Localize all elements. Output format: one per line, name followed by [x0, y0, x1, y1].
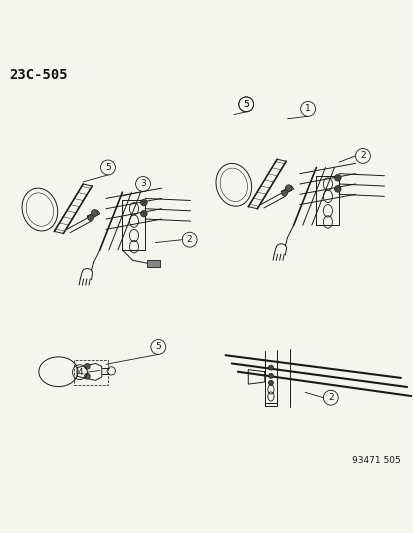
Circle shape	[84, 364, 90, 369]
Text: 2: 2	[359, 151, 365, 160]
Circle shape	[140, 199, 147, 206]
Text: 5: 5	[243, 100, 249, 109]
Text: 4: 4	[77, 368, 83, 377]
Circle shape	[285, 185, 291, 191]
Text: 5: 5	[155, 343, 161, 351]
Circle shape	[334, 174, 340, 181]
Circle shape	[91, 209, 98, 216]
Circle shape	[281, 190, 287, 196]
Text: 5: 5	[243, 100, 249, 109]
Text: 3: 3	[140, 180, 145, 189]
Circle shape	[268, 365, 273, 370]
Circle shape	[268, 373, 273, 378]
Text: 2: 2	[327, 393, 333, 402]
Text: 1: 1	[304, 104, 310, 114]
Circle shape	[84, 373, 90, 379]
Text: 23C-505: 23C-505	[9, 68, 67, 83]
Text: 93471 505: 93471 505	[351, 456, 400, 465]
Circle shape	[140, 211, 147, 217]
Circle shape	[88, 215, 93, 221]
FancyBboxPatch shape	[147, 260, 159, 266]
Circle shape	[334, 185, 340, 192]
Text: 5: 5	[105, 163, 111, 172]
Text: 2: 2	[186, 235, 192, 244]
Circle shape	[268, 381, 273, 385]
